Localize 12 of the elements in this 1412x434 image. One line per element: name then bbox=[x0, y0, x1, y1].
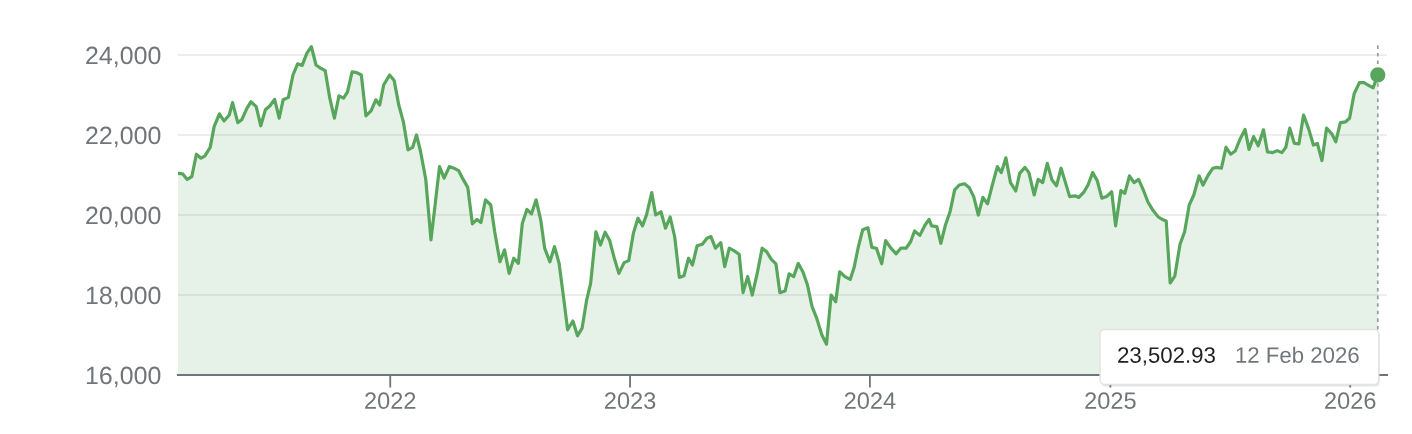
y-tick-label: 18,000 bbox=[86, 286, 161, 308]
x-tick-label: 2023 bbox=[604, 392, 656, 410]
y-tick-label: 20,000 bbox=[86, 206, 161, 228]
y-tick-label: 24,000 bbox=[86, 46, 161, 68]
annotation: 23,502.93 bbox=[1118, 347, 1215, 366]
x-tick-label: 2026 bbox=[1325, 392, 1376, 410]
annotation: 12 Feb 2026 bbox=[1236, 346, 1359, 363]
x-tick-label: 2024 bbox=[844, 392, 896, 410]
x-tick-label: 2022 bbox=[365, 392, 416, 410]
x-tick-label: 2025 bbox=[1085, 392, 1136, 410]
y-tick-label: 22,000 bbox=[86, 126, 161, 148]
y-tick-label: 16,000 bbox=[86, 366, 161, 388]
